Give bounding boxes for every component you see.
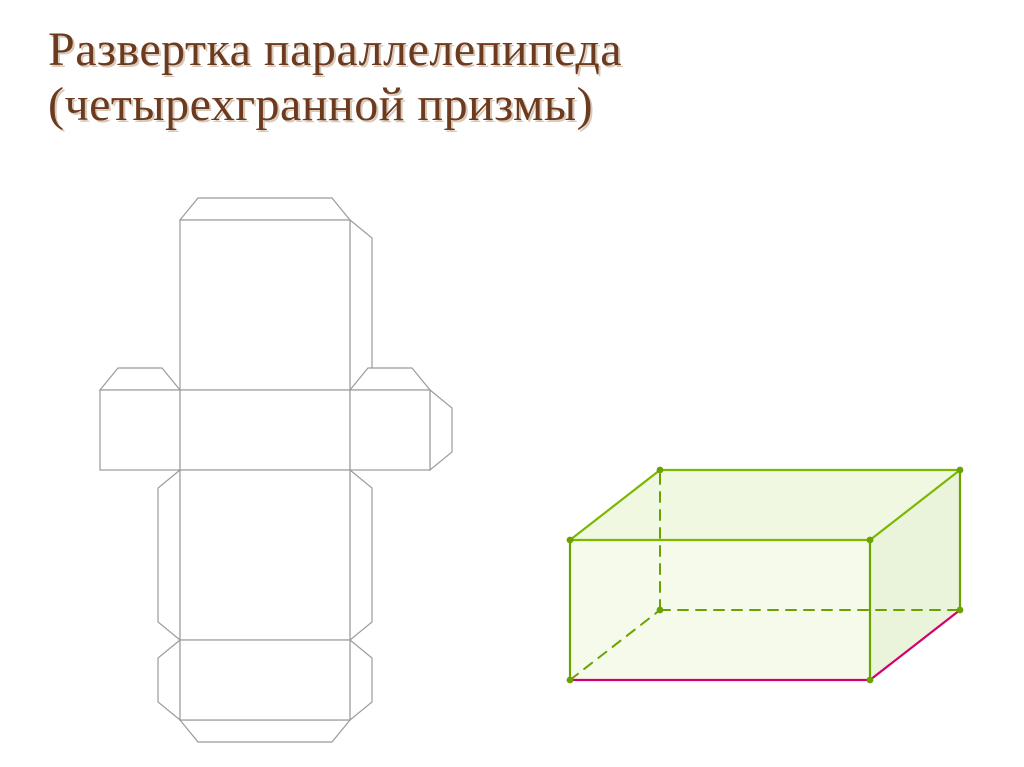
cuboid-vertex xyxy=(867,677,874,684)
net-panel xyxy=(180,470,350,640)
cuboid-vertex xyxy=(567,677,574,684)
parallelepiped-3d xyxy=(530,420,1000,740)
net-tab xyxy=(430,390,452,470)
cuboid-vertex xyxy=(657,467,664,474)
net-tab xyxy=(350,470,372,640)
net-panel xyxy=(350,390,430,470)
net-panel xyxy=(180,220,350,390)
cuboid-vertex xyxy=(567,537,574,544)
cuboid-vertex xyxy=(867,537,874,544)
slide: Развертка параллелепипеда(четырехгранной… xyxy=(0,0,1024,767)
net-tab xyxy=(350,640,372,720)
cuboid-vertex xyxy=(957,467,964,474)
title-line-1: Развертка параллелепипеда xyxy=(48,23,622,76)
net-tab xyxy=(158,640,180,720)
title-line-2: (четырехгранной призмы) xyxy=(48,78,593,131)
net-tab xyxy=(180,720,350,742)
net-tab xyxy=(350,220,372,390)
net-tab xyxy=(100,368,180,390)
page-title: Развертка параллелепипеда(четырехгранной… xyxy=(48,22,948,132)
net-panel xyxy=(180,390,350,470)
net-panel xyxy=(180,640,350,720)
parallelepiped-net xyxy=(60,170,480,700)
cuboid-vertex xyxy=(657,607,664,614)
net-tab xyxy=(158,470,180,640)
net-panel xyxy=(100,390,180,470)
net-tab xyxy=(180,198,350,220)
cuboid-vertex xyxy=(957,607,964,614)
